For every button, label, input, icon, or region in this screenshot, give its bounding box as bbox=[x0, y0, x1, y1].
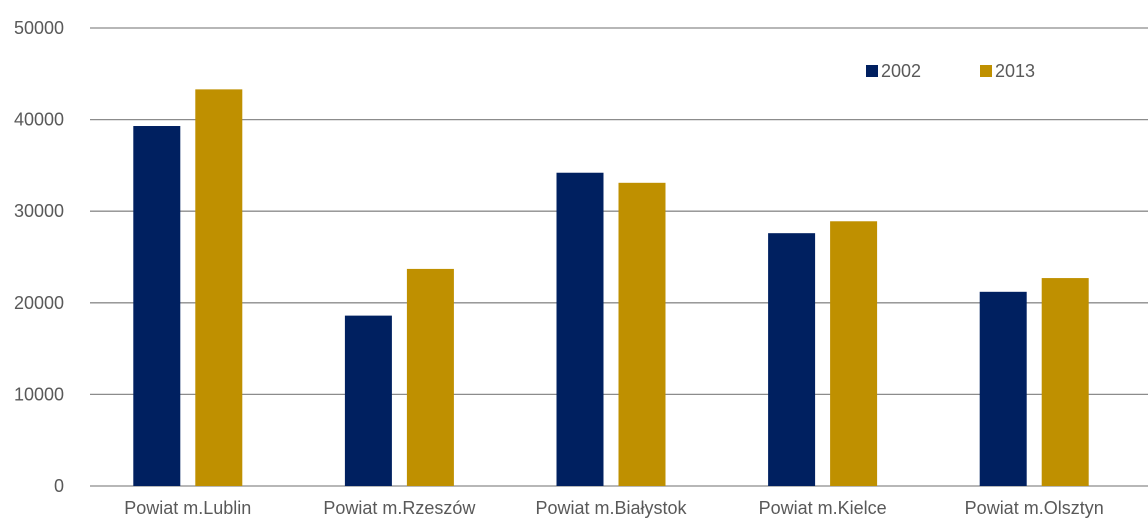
legend-swatch-2002 bbox=[866, 65, 878, 77]
legend: 2002 2013 bbox=[866, 61, 1035, 81]
legend-swatch-2013 bbox=[980, 65, 992, 77]
bars-layer bbox=[133, 89, 1089, 487]
bar-2013 bbox=[1041, 278, 1089, 486]
x-tick-label: Powiat m.Białystok bbox=[535, 498, 687, 518]
legend-label-2002: 2002 bbox=[881, 61, 921, 81]
bar-2013 bbox=[830, 221, 878, 486]
bar-2002 bbox=[556, 172, 604, 486]
x-tick-label: Powiat m.Lublin bbox=[124, 498, 251, 518]
bar-2002 bbox=[344, 315, 392, 486]
x-tick-label: Powiat m.Rzeszów bbox=[323, 498, 476, 518]
bar-2002 bbox=[979, 291, 1027, 486]
y-tick-label: 0 bbox=[54, 476, 64, 496]
y-tick-label: 20000 bbox=[14, 293, 64, 313]
legend-label-2013: 2013 bbox=[995, 61, 1035, 81]
bar-2013 bbox=[406, 268, 454, 486]
bar-2002 bbox=[133, 126, 181, 487]
bar-2013 bbox=[195, 89, 243, 486]
x-tick-label: Powiat m.Olsztyn bbox=[965, 498, 1104, 518]
bar-2013 bbox=[618, 182, 666, 486]
y-tick-label: 50000 bbox=[14, 18, 64, 38]
axis-layer: 0 10000 20000 30000 40000 50000 Powiat m.Lubli… bbox=[14, 18, 1104, 518]
y-tick-label: 30000 bbox=[14, 201, 64, 221]
x-tick-label: Powiat m.Kielce bbox=[759, 498, 887, 518]
bar-2002 bbox=[768, 233, 816, 486]
y-tick-label: 40000 bbox=[14, 110, 64, 130]
y-tick-label: 10000 bbox=[14, 384, 64, 404]
